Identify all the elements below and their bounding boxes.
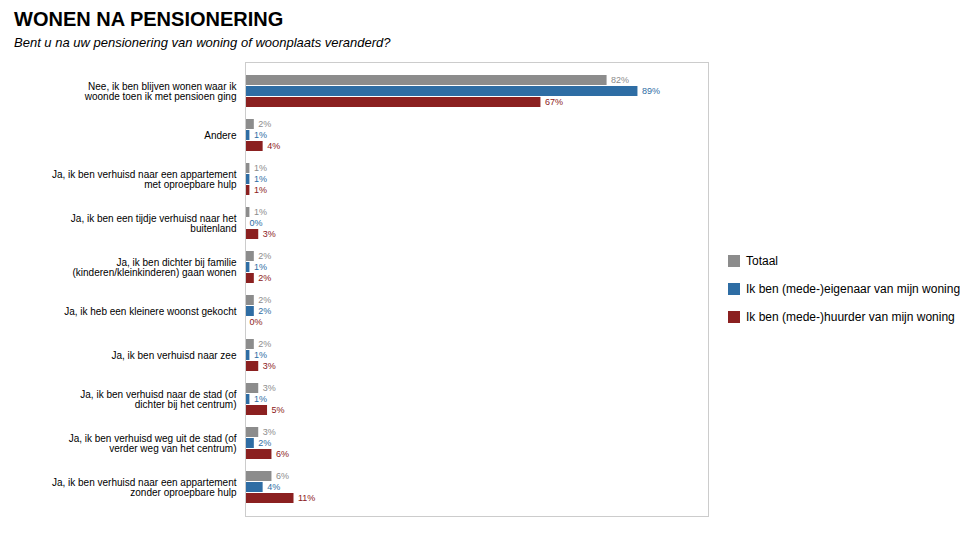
- svg-text:Ja, ik heb een kleinere woonst: Ja, ik heb een kleinere woonst gekocht: [64, 306, 237, 317]
- svg-text:0%: 0%: [250, 317, 263, 327]
- svg-text:1%: 1%: [254, 163, 267, 173]
- svg-text:1%: 1%: [254, 207, 267, 217]
- html-text:Ik ben (mede-)eigenaar van mij: Ik ben (mede-)eigenaar van mijn woning: [746, 282, 960, 296]
- svg-text:1%: 1%: [254, 185, 267, 195]
- svg-text:4%: 4%: [267, 141, 280, 151]
- svg-text:3%: 3%: [263, 383, 276, 393]
- svg-text:3%: 3%: [263, 361, 276, 371]
- svg-text:Ja, ik ben verhuisd naar een a: Ja, ik ben verhuisd naar een appartement…: [52, 169, 237, 190]
- svg-text:2%: 2%: [258, 119, 271, 129]
- html-text:Totaal: Totaal: [746, 254, 778, 268]
- svg-text:4%: 4%: [267, 482, 280, 492]
- svg-text:11%: 11%: [298, 493, 315, 503]
- svg-text:82%: 82%: [611, 75, 629, 85]
- svg-text:0%: 0%: [250, 218, 263, 228]
- svg-text:3%: 3%: [263, 229, 276, 239]
- html-text:Ik ben (mede-)huurder van mijn: Ik ben (mede-)huurder van mijn woning: [746, 310, 955, 324]
- svg-text:1%: 1%: [254, 130, 267, 140]
- html-text:Bent u na uw pensionering van: Bent u na uw pensionering van woning of …: [14, 35, 391, 50]
- svg-text:Nee, ik ben blijven wonen waar: Nee, ik ben blijven wonen waar ikwoonde …: [84, 81, 238, 102]
- svg-text:Ja, ik ben dichter bij familie: Ja, ik ben dichter bij familie(kinderen/…: [73, 257, 237, 278]
- svg-text:67%: 67%: [545, 97, 563, 107]
- svg-text:2%: 2%: [258, 339, 271, 349]
- svg-text:Andere: Andere: [204, 130, 237, 141]
- svg-text:6%: 6%: [276, 471, 289, 481]
- svg-text:1%: 1%: [254, 350, 267, 360]
- svg-text:89%: 89%: [642, 86, 660, 96]
- svg-text:Ja, ik ben verhuisd naar de st: Ja, ik ben verhuisd naar de stad (ofdich…: [80, 389, 236, 410]
- svg-text:Ja, ik ben verhuisd naar zee: Ja, ik ben verhuisd naar zee: [111, 350, 237, 361]
- svg-text:2%: 2%: [258, 251, 271, 261]
- svg-text:2%: 2%: [258, 273, 271, 283]
- svg-text:Ja, ik ben verhuisd naar een a: Ja, ik ben verhuisd naar een appartement…: [52, 477, 237, 498]
- svg-text:Ja, ik ben verhuisd weg uit de: Ja, ik ben verhuisd weg uit de stad (ofv…: [69, 433, 237, 454]
- svg-text:5%: 5%: [272, 405, 285, 415]
- svg-text:6%: 6%: [276, 449, 289, 459]
- svg-text:1%: 1%: [254, 262, 267, 272]
- svg-text:3%: 3%: [263, 427, 276, 437]
- svg-text:1%: 1%: [254, 394, 267, 404]
- html-text:WONEN NA PENSIONERING: WONEN NA PENSIONERING: [14, 8, 284, 30]
- svg-text:2%: 2%: [258, 306, 271, 316]
- svg-text:Ja, ik ben een tijdje verhuisd: Ja, ik ben een tijdje verhuisd naar hetb…: [71, 213, 237, 234]
- svg-text:1%: 1%: [254, 174, 267, 184]
- svg-text:2%: 2%: [258, 295, 271, 305]
- svg-text:2%: 2%: [258, 438, 271, 448]
